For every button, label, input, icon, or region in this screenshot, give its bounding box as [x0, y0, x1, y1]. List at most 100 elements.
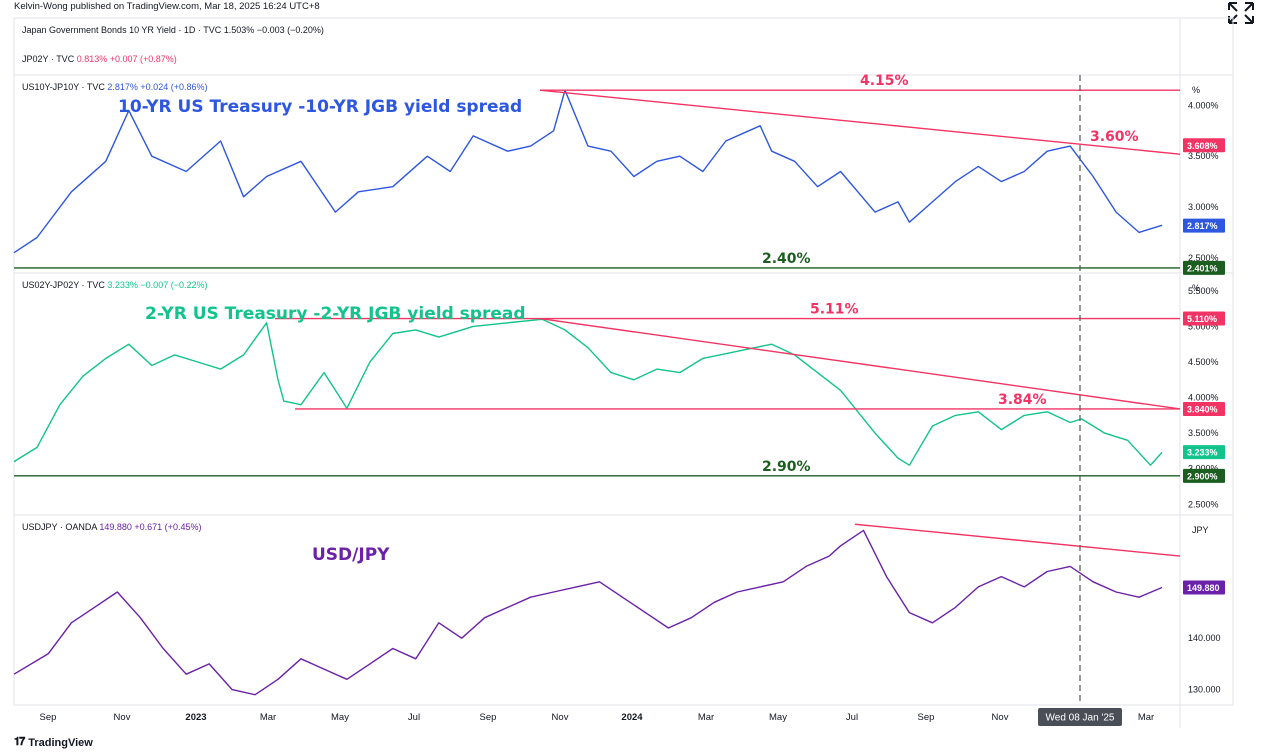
price-badge-bg	[1183, 311, 1225, 326]
legend-symbol: US02Y-JP02Y · TVC	[22, 280, 107, 290]
crosshair-time-bg	[1038, 708, 1122, 726]
y-tick-label: 2.500%	[1188, 253, 1219, 263]
price-badge-bg	[1183, 260, 1225, 275]
legend-symbol: US10Y-JP10Y · TVC	[22, 82, 107, 92]
tradingview-mark-icon: 𝟏𝟕	[14, 736, 25, 748]
x-tick-label: Sep	[918, 712, 935, 723]
pane-title: USD/JPY	[312, 545, 390, 565]
legend-value: 2.817%	[107, 82, 140, 92]
trend-line	[539, 317, 1181, 410]
y-tick-label: 4.500%	[1188, 357, 1219, 367]
fullscreen-icon[interactable]	[1226, 0, 1256, 26]
legend-value: 149.880	[99, 522, 134, 532]
series-line	[13, 529, 1163, 696]
trend-line	[854, 523, 1181, 557]
price-badge: 3.840%	[1183, 401, 1225, 416]
legend-change: −0.003 (−0.20%)	[257, 25, 324, 35]
price-badge: 3.608%	[1183, 138, 1225, 153]
legend-change: +0.007 (+0.87%)	[110, 54, 177, 64]
x-tick-label: Jul	[846, 712, 858, 723]
price-badge-bg	[1183, 445, 1225, 460]
y-tick-label: 4.000%	[1188, 100, 1219, 110]
price-badge: 149.880	[1183, 580, 1225, 595]
legend-change: +0.024 (+0.86%)	[140, 82, 207, 92]
pane-title: 10-YR US Treasury -10-YR JGB yield sprea…	[118, 97, 522, 117]
legend-symbol: Japan Government Bonds 10 YR Yield · 1D …	[22, 25, 224, 35]
price-badge-label: 3.840%	[1187, 404, 1218, 414]
axis-unit: JPY	[1192, 525, 1209, 535]
x-tick-label: Mar	[260, 712, 276, 723]
price-badge: 3.233%	[1183, 445, 1225, 460]
y-tick-label: 140.000	[1188, 633, 1221, 643]
price-badge-bg	[1183, 218, 1225, 233]
y-tick-label: 3.000%	[1188, 464, 1219, 474]
x-tick-label: Sep	[480, 712, 497, 723]
price-badge: 5.110%	[1183, 311, 1225, 326]
annotation-label: 3.60%	[1090, 129, 1139, 145]
x-tick-label: Sep	[40, 712, 57, 723]
legend-row: Japan Government Bonds 10 YR Yield · 1D …	[22, 25, 324, 35]
crosshair-time-badge: Wed 08 Jan '25	[1038, 708, 1122, 726]
legend-symbol: JP02Y · TVC	[22, 54, 77, 64]
price-badge-bg	[1183, 468, 1225, 483]
y-tick-label: 2.500%	[1188, 499, 1219, 509]
y-tick-label: 4.000%	[1188, 393, 1219, 403]
legend-change: +0.671 (+0.45%)	[134, 522, 201, 532]
x-tick-label: May	[769, 712, 787, 723]
price-badge-label: 3.608%	[1187, 141, 1218, 151]
legend-row: JP02Y · TVC 0.813% +0.007 (+0.87%)	[22, 54, 177, 64]
annotation-label: 2.40%	[762, 251, 811, 267]
y-tick-label: 3.000%	[1188, 202, 1219, 212]
series-line	[13, 89, 1163, 254]
x-tick-label: 2024	[621, 712, 643, 723]
legend-value: 3.233%	[107, 280, 140, 290]
price-badge-bg	[1183, 580, 1225, 595]
tradingview-brand: TradingView	[28, 736, 93, 749]
y-tick-label: 3.500%	[1188, 428, 1219, 438]
legend-text: US02Y-JP02Y · TVC 3.233% −0.007 (−0.22%)	[22, 280, 207, 290]
tradingview-logo: 𝟏𝟕 TradingView	[14, 736, 93, 749]
y-tick-label: 5.500%	[1188, 286, 1219, 296]
x-tick-label: Mar	[698, 712, 714, 723]
pane-1: US10Y-JP10Y · TVC 2.817% +0.024 (+0.86%)…	[13, 73, 1225, 275]
legend-text: Japan Government Bonds 10 YR Yield · 1D …	[22, 25, 324, 35]
price-badge: 2.817%	[1183, 218, 1225, 233]
legend-symbol: USDJPY · OANDA	[22, 522, 99, 532]
price-badge: 2.401%	[1183, 260, 1225, 275]
axis-unit: %	[1192, 85, 1200, 95]
price-badge-bg	[1183, 138, 1225, 153]
y-tick-label: 3.500%	[1188, 151, 1219, 161]
legend-value: 1.503%	[224, 25, 257, 35]
price-badge-label: 3.233%	[1187, 448, 1218, 458]
price-badge-label: 2.401%	[1187, 263, 1218, 273]
x-tick-label: Nov	[114, 712, 131, 723]
x-tick-label: May	[331, 712, 349, 723]
legend-text: JP02Y · TVC 0.813% +0.007 (+0.87%)	[22, 54, 177, 64]
price-badge-bg	[1183, 401, 1225, 416]
x-tick-label: Nov	[552, 712, 569, 723]
legend-change: −0.007 (−0.22%)	[140, 280, 207, 290]
annotation-label: 3.84%	[998, 392, 1047, 408]
pane-title: 2-YR US Treasury -2-YR JGB yield spread	[145, 304, 526, 324]
price-badge-label: 149.880	[1187, 583, 1220, 593]
legend-text: US10Y-JP10Y · TVC 2.817% +0.024 (+0.86%)	[22, 82, 207, 92]
publisher-caption: Kelvin-Wong published on TradingView.com…	[14, 1, 320, 12]
annotation-label: 2.90%	[762, 459, 811, 475]
x-tick-label: Nov	[992, 712, 1009, 723]
price-badge-label: 2.817%	[1187, 221, 1218, 231]
legend-value: 0.813%	[77, 54, 110, 64]
legend-text: USDJPY · OANDA 149.880 +0.671 (+0.45%)	[22, 522, 201, 532]
axis-unit: %	[1192, 283, 1200, 293]
y-tick-label: 130.000	[1188, 685, 1221, 695]
y-tick-label: 5.000%	[1188, 321, 1219, 331]
pane-3: USDJPY · OANDA 149.880 +0.671 (+0.45%) JP…	[13, 522, 1225, 696]
x-tick-label: Jul	[408, 712, 420, 723]
annotation-label: 5.11%	[810, 302, 859, 318]
x-tick-label: Mar	[1138, 712, 1154, 723]
pane-2: US02Y-JP02Y · TVC 3.233% −0.007 (−0.22%)…	[13, 280, 1225, 509]
x-tick-label: 2023	[185, 712, 206, 723]
price-badge: 2.900%	[1183, 468, 1225, 483]
annotation-label: 4.15%	[860, 73, 909, 89]
price-badge-label: 5.110%	[1187, 314, 1217, 324]
